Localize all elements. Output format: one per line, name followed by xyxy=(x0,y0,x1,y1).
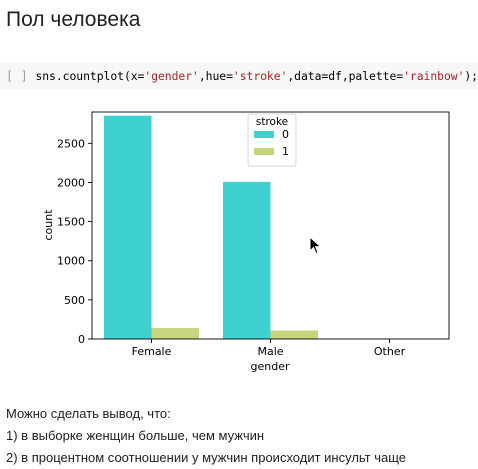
y-tick-label: 2500 xyxy=(57,137,85,150)
legend-label-1: 1 xyxy=(282,145,289,158)
legend-swatch-1 xyxy=(254,148,274,155)
x-tick-label: Other xyxy=(374,345,406,358)
legend-label-0: 0 xyxy=(282,128,289,141)
bar-male-stroke-1 xyxy=(270,330,318,339)
legend: stroke 0 1 xyxy=(247,113,297,167)
code-string: 'gender' xyxy=(144,69,199,83)
cell-output: 0 500 1000 1500 2000 2500 Female Male Other cou… xyxy=(0,104,478,384)
code-string: 'rainbow' xyxy=(403,69,465,83)
bar-female-stroke-0 xyxy=(104,115,152,340)
y-tick-label: 500 xyxy=(64,294,85,307)
conclusion-item-2: 2) в процентном соотношении у мужчин про… xyxy=(6,450,407,465)
y-axis-label: count xyxy=(42,209,55,241)
code-token: ,data=df,palette= xyxy=(287,69,404,83)
y-tick-label: 0 xyxy=(78,333,85,346)
code-token: sns.countplot(x= xyxy=(35,69,145,83)
countplot-chart: 0 500 1000 1500 2000 2500 Female Male Other cou… xyxy=(42,111,450,373)
code-string: 'stroke' xyxy=(232,69,288,83)
bar-male-stroke-0 xyxy=(223,181,271,339)
section-heading: Пол человека xyxy=(6,8,141,31)
code-token: ,hue= xyxy=(198,69,233,83)
x-tick-label: Female xyxy=(132,345,172,358)
axes-frame xyxy=(91,111,450,340)
x-axis-label: gender xyxy=(251,360,290,373)
y-tick-label: 1500 xyxy=(57,216,85,229)
mouse-pointer-icon xyxy=(309,236,322,255)
bar-female-stroke-1 xyxy=(151,327,199,339)
conclusion-item-1: 1) в выборке женщин больше, чем мужчин xyxy=(6,428,265,443)
conclusion-intro: Можно сделать вывод, что: xyxy=(6,406,171,421)
code-cell[interactable]: [ ] sns.countplot(x='gender',hue='stroke… xyxy=(0,63,478,89)
y-tick-label: 2000 xyxy=(57,176,85,189)
x-tick-label: Male xyxy=(257,345,283,358)
legend-title: stroke xyxy=(256,116,288,128)
legend-swatch-0 xyxy=(254,131,274,138)
run-cell-prompt[interactable]: [ ] xyxy=(6,69,28,83)
code-text[interactable]: sns.countplot(x='gender',hue='stroke',da… xyxy=(35,69,478,83)
code-token: ); xyxy=(464,69,478,83)
y-tick-label: 1000 xyxy=(57,255,85,268)
